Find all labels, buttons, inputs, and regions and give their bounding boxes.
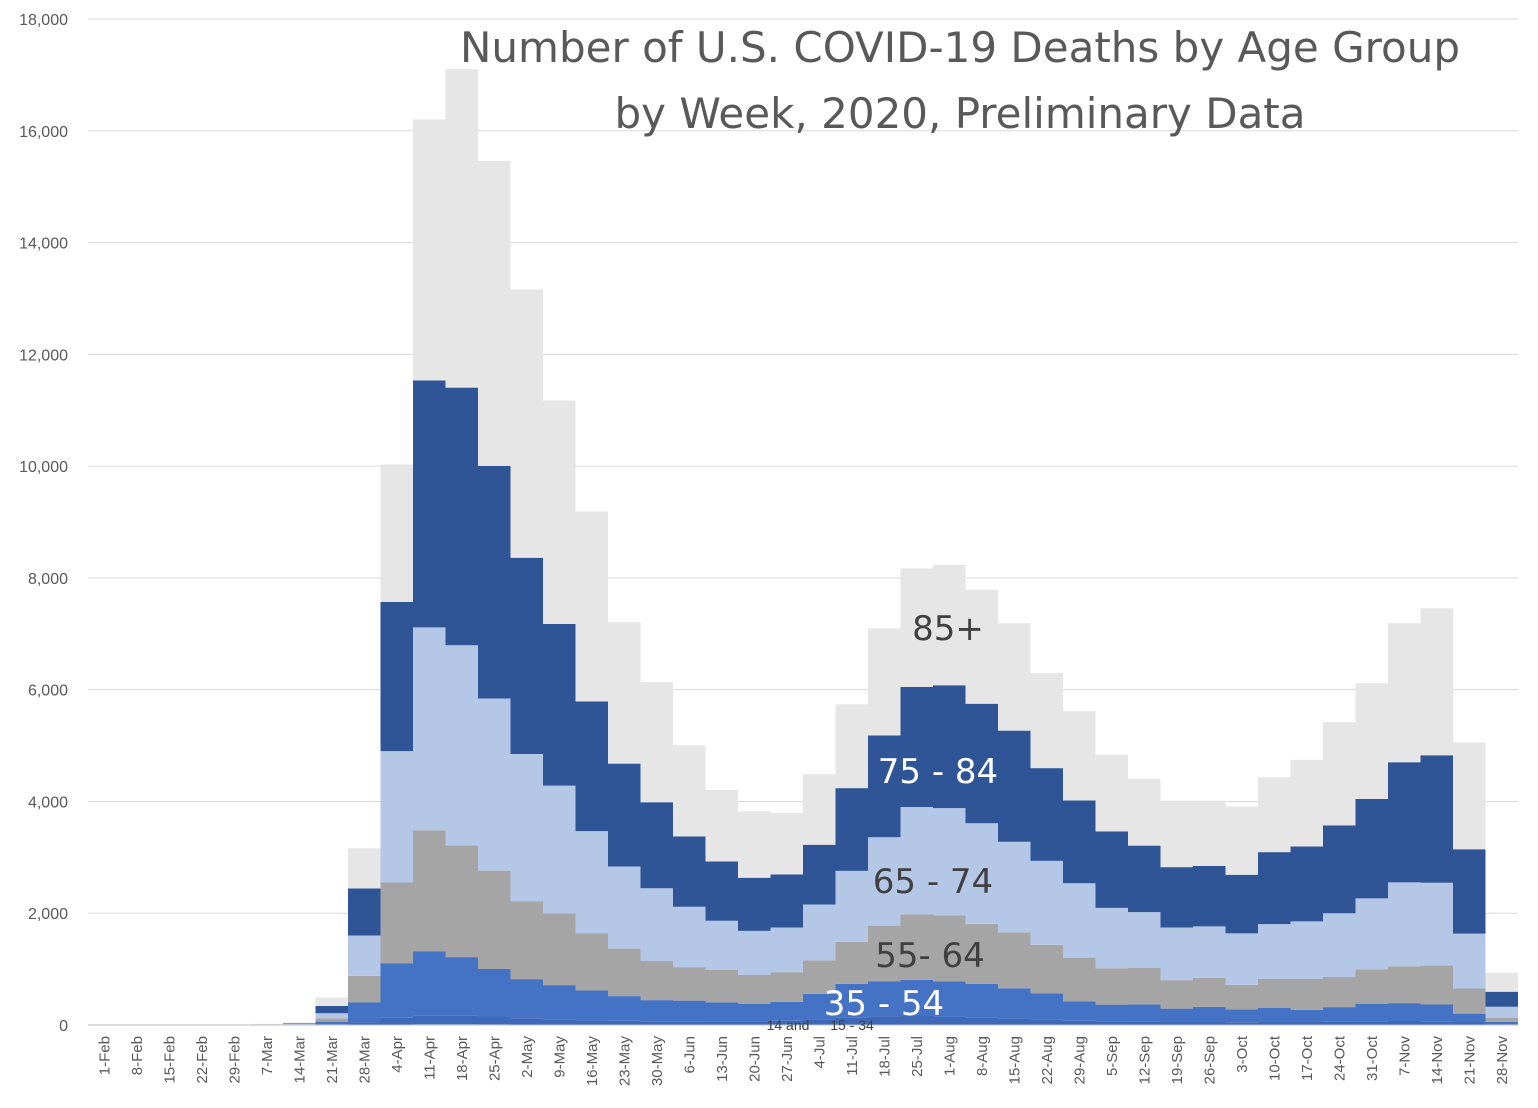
x-tick-label: 1-Aug: [941, 1036, 958, 1076]
band-labels: 85+ 75 - 84 65 - 74 55- 64 35 - 54 14 an…: [767, 609, 999, 1033]
x-tick-label: 25-Jul: [909, 1036, 926, 1077]
y-tick-label: 2,000: [28, 906, 68, 923]
band-label-35-54: 35 - 54: [824, 984, 944, 1024]
x-tick-label: 21-Mar: [324, 1036, 341, 1084]
title-line-2: by Week, 2020, Preliminary Data: [614, 89, 1305, 138]
x-tick-label: 3-Oct: [1234, 1035, 1251, 1073]
x-tick-label: 6-Jun: [681, 1036, 698, 1074]
x-tick-label: 2-May: [519, 1036, 536, 1078]
y-tick-label: 16,000: [19, 124, 68, 141]
x-tick-label: 19-Sep: [1169, 1036, 1186, 1084]
x-tick-label: 10-Oct: [1266, 1035, 1283, 1081]
x-tick-label: 13-Jun: [714, 1036, 731, 1082]
x-tick-label: 28-Nov: [1494, 1036, 1511, 1085]
band-label-14-and: 14 and: [767, 1017, 810, 1033]
x-tick-label: 31-Oct: [1364, 1035, 1381, 1081]
x-tick-label: 21-Nov: [1461, 1036, 1478, 1085]
y-axis-ticks: 0 2,000 4,000 6,000 8,000 10,000 12,000 14,000 1…: [19, 12, 68, 1035]
x-axis-ticks: 1-Feb 8-Feb 15-Feb 22-Feb 29-Feb 7-Mar 14-Mar 2…: [96, 1035, 1511, 1086]
stacked-bands: [88, 69, 1518, 1025]
x-tick-label: 14-Nov: [1429, 1036, 1446, 1085]
x-tick-label: 7-Mar: [259, 1036, 276, 1075]
x-tick-label: 20-Jun: [746, 1036, 763, 1082]
x-tick-label: 25-Apr: [486, 1036, 503, 1081]
x-tick-label: 11-Jul: [844, 1036, 861, 1076]
x-tick-label: 9-May: [551, 1036, 568, 1078]
band-label-85-plus: 85+: [912, 609, 984, 649]
y-tick-label: 12,000: [19, 347, 68, 364]
x-tick-label: 15-Feb: [161, 1036, 178, 1084]
x-tick-label: 26-Sep: [1201, 1036, 1218, 1084]
x-tick-label: 8-Aug: [974, 1036, 991, 1076]
x-tick-label: 18-Jul: [876, 1036, 893, 1077]
x-tick-label: 5-Sep: [1104, 1036, 1121, 1076]
y-tick-label: 8,000: [28, 571, 68, 588]
y-tick-label: 10,000: [19, 459, 68, 476]
y-tick-label: 14,000: [19, 236, 68, 253]
x-tick-label: 22-Aug: [1039, 1036, 1056, 1084]
x-tick-label: 7-Nov: [1396, 1036, 1413, 1077]
y-tick-label: 4,000: [28, 794, 68, 811]
y-tick-label: 0: [59, 1018, 68, 1035]
x-tick-label: 28-Mar: [356, 1036, 373, 1084]
x-tick-label: 29-Feb: [226, 1036, 243, 1084]
x-tick-label: 27-Jun: [779, 1036, 796, 1082]
band-label-15-34: 15 - 34: [830, 1017, 874, 1033]
x-tick-label: 14-Mar: [291, 1036, 308, 1084]
x-tick-label: 22-Feb: [194, 1036, 211, 1084]
x-tick-label: 12-Sep: [1136, 1036, 1153, 1084]
x-tick-label: 4-Apr: [389, 1036, 406, 1073]
x-tick-label: 16-May: [584, 1036, 601, 1087]
band-85-: [88, 69, 1518, 1025]
band-label-75-84: 75 - 84: [878, 752, 998, 792]
x-tick-label: 24-Oct: [1331, 1035, 1348, 1081]
gridlines: [88, 18, 1518, 914]
x-tick-label: 29-Aug: [1071, 1036, 1088, 1084]
x-tick-label: 18-Apr: [454, 1036, 471, 1081]
chart-title: Number of U.S. COVID-19 Deaths by Age Gr…: [460, 23, 1460, 138]
title-line-1: Number of U.S. COVID-19 Deaths by Age Gr…: [460, 23, 1460, 72]
x-tick-label: 15-Aug: [1006, 1036, 1023, 1084]
band-label-65-74: 65 - 74: [873, 862, 993, 902]
x-tick-label: 23-May: [616, 1036, 633, 1087]
x-tick-label: 30-May: [649, 1036, 666, 1087]
y-tick-label: 6,000: [28, 683, 68, 700]
y-tick-label: 18,000: [19, 12, 68, 29]
band-label-55-64: 55- 64: [875, 936, 985, 976]
x-tick-label: 8-Feb: [129, 1036, 146, 1075]
x-tick-label: 17-Oct: [1299, 1035, 1316, 1081]
x-tick-label: 1-Feb: [96, 1036, 113, 1075]
x-tick-label: 4-Jul: [811, 1036, 828, 1069]
x-tick-label: 11-Apr: [421, 1036, 438, 1080]
